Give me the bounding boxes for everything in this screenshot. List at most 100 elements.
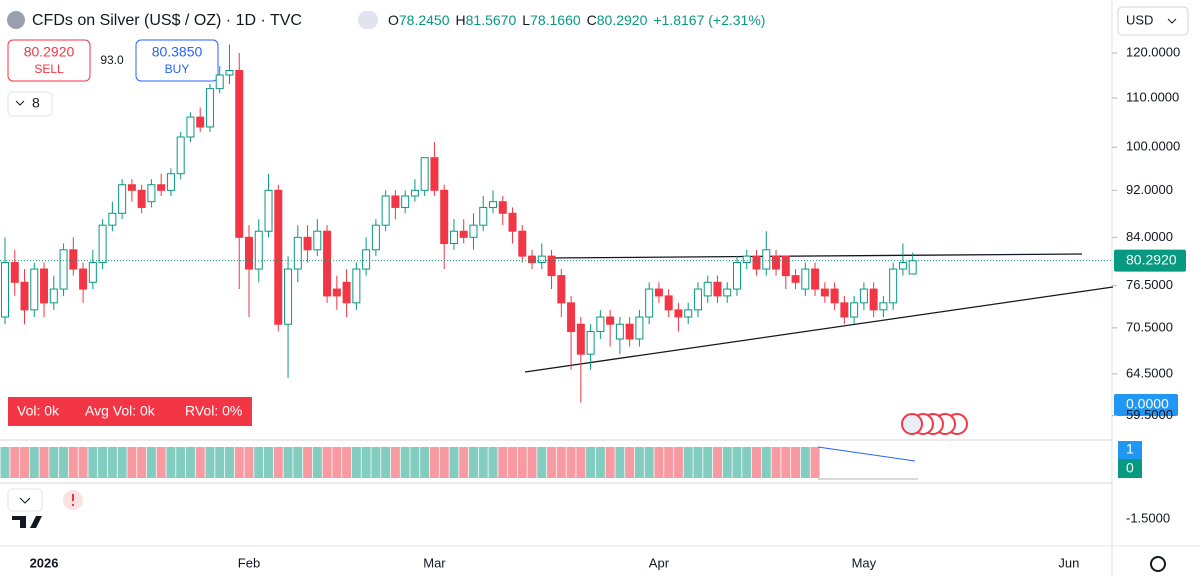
collapse-button[interactable] (7, 488, 43, 512)
y-tick-label: 59.5000 (1126, 407, 1173, 422)
quote-value: 78.2450 (399, 12, 450, 28)
candle-body (69, 249, 78, 270)
candle-body (118, 184, 127, 214)
volume-bar (439, 447, 449, 478)
volume-bar (88, 447, 98, 478)
volume-bar (322, 447, 332, 478)
y-tick-label: 76.5000 (1126, 277, 1173, 292)
candle-body (723, 288, 732, 297)
candle-body (820, 288, 829, 297)
candle-body (508, 212, 517, 232)
candle-body (176, 136, 185, 175)
quote-value: 81.5670 (466, 12, 517, 28)
sell-button[interactable] (7, 39, 91, 82)
quote-change: +1.8167 (+2.31%) (653, 12, 765, 28)
buy-price[interactable]: 80.3850 (152, 44, 203, 60)
volume-bar (342, 447, 352, 478)
candle-body (127, 184, 136, 191)
candle-body (449, 230, 458, 245)
sell-price[interactable]: 80.2920 (24, 44, 75, 60)
volume-bar (732, 447, 742, 478)
candle-body (420, 157, 429, 191)
candle-body (547, 255, 556, 277)
candle-body (498, 201, 507, 214)
level-1: 1 (1126, 441, 1134, 457)
volume-bar (49, 447, 59, 478)
sell-label[interactable]: SELL (34, 62, 64, 76)
volume-bar (693, 447, 703, 478)
buy-button[interactable] (135, 39, 219, 82)
candle-body (567, 302, 576, 333)
candle-body (186, 116, 195, 138)
candle-body (196, 116, 205, 128)
buy-label[interactable]: BUY (165, 62, 190, 76)
indicators-count[interactable]: 8 (32, 95, 40, 111)
volume-bar (264, 447, 274, 478)
candle-body (742, 255, 751, 264)
chevron (19, 497, 31, 504)
candle-body (352, 268, 361, 304)
candle-body (10, 262, 19, 283)
ohlc-quote: O78.2450 H81.5670 L78.1660 C80.2920 +1.8167 … (388, 12, 765, 28)
volume-bar (166, 447, 176, 478)
quote-key: H (456, 12, 466, 28)
indicators-button[interactable] (7, 91, 53, 117)
candle-body (606, 316, 615, 325)
x-tick-label: Feb (238, 555, 260, 570)
volume-bar (634, 447, 644, 478)
volume-bar (800, 447, 810, 478)
volume-bar (117, 447, 127, 478)
volume-bar (449, 447, 459, 478)
candle-body (293, 236, 302, 270)
candle-body (401, 195, 410, 208)
volume-bar (605, 447, 615, 478)
candle-body (693, 288, 702, 311)
volume-bar (547, 447, 557, 478)
volume-bar (390, 447, 400, 478)
quote-value: 78.1660 (530, 12, 581, 28)
candle-body (781, 255, 790, 277)
candle-body (59, 249, 68, 290)
candle-body (410, 189, 419, 197)
volume-bar (468, 447, 478, 478)
volume-bar (742, 447, 752, 478)
volume-bar (224, 447, 234, 478)
candle-body (625, 323, 634, 340)
candle-body (898, 262, 907, 270)
candle-body (391, 195, 400, 208)
volume-bar (0, 447, 10, 478)
volume-bar (410, 447, 420, 478)
volume-badge (1114, 394, 1178, 416)
volume-bar (664, 447, 674, 478)
quote-key: C (587, 12, 597, 28)
volume-bar (420, 447, 430, 478)
currency[interactable]: USD (1126, 12, 1153, 27)
candle-body (850, 302, 859, 318)
candle-body (157, 184, 166, 191)
volume-bar (234, 447, 244, 478)
support-line (524, 286, 1114, 373)
volume-bar (478, 447, 488, 478)
candle-body (469, 224, 478, 238)
symbol-title: CFDs on Silver (US$ / OZ) · 1D · TVC (32, 12, 302, 29)
candle-body (733, 262, 741, 290)
volume-bar (10, 447, 20, 478)
currency-button[interactable] (1117, 6, 1189, 36)
volume-bar (566, 447, 576, 478)
volume-bar (312, 447, 322, 478)
candle-body (303, 236, 312, 251)
spread: 93.0 (100, 53, 124, 67)
volume-bar (332, 447, 342, 478)
candle-body (557, 275, 566, 304)
settings-icon[interactable] (1150, 556, 1166, 572)
indicator-line (817, 446, 916, 462)
event-flags (901, 413, 968, 435)
volume-bar (556, 447, 566, 478)
candle-body (342, 281, 351, 304)
candle-body (703, 281, 712, 297)
volume-bar (488, 447, 498, 478)
y-tick-label: 84.0000 (1126, 229, 1173, 244)
candle-body (430, 157, 439, 191)
volume-bar (215, 447, 225, 478)
